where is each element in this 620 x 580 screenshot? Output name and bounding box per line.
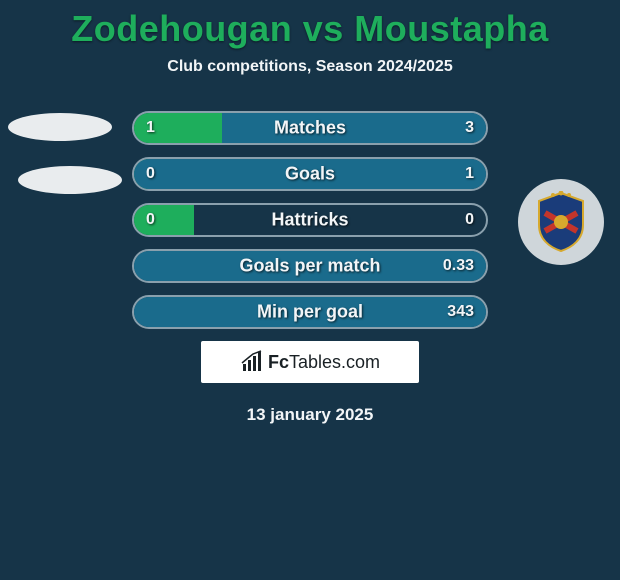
stat-row: 13Matches bbox=[132, 111, 488, 145]
player-right-name: Moustapha bbox=[354, 8, 549, 49]
stat-row: 01Goals bbox=[132, 157, 488, 191]
subtitle: Club competitions, Season 2024/2025 bbox=[0, 58, 620, 76]
stat-label: Hattricks bbox=[134, 210, 486, 231]
vs-separator: vs bbox=[303, 8, 344, 49]
shield-icon bbox=[533, 191, 589, 253]
logo-suffix: .com bbox=[341, 352, 380, 372]
stat-label: Goals bbox=[134, 164, 486, 185]
stats-area: 13Matches 01Goals 00Hattricks 0.33Goals per… bbox=[0, 111, 620, 329]
stat-row: 00Hattricks bbox=[132, 203, 488, 237]
logo-text: FcTables.com bbox=[268, 352, 380, 373]
right-club-badge bbox=[518, 179, 604, 265]
bar-chart-icon bbox=[240, 350, 264, 374]
fctables-logo[interactable]: FcTables.com bbox=[201, 341, 419, 383]
left-player-ellipse-1 bbox=[8, 113, 112, 141]
logo-main: Tables bbox=[289, 352, 341, 372]
stat-label: Matches bbox=[134, 118, 486, 139]
stat-row: 0.33Goals per match bbox=[132, 249, 488, 283]
stat-row: 343Min per goal bbox=[132, 295, 488, 329]
page-title: Zodehougan vs Moustapha bbox=[0, 8, 620, 50]
comparison-card: Zodehougan vs Moustapha Club competition… bbox=[0, 0, 620, 425]
player-left-name: Zodehougan bbox=[71, 8, 292, 49]
logo-prefix: Fc bbox=[268, 352, 289, 372]
date-line: 13 january 2025 bbox=[0, 405, 620, 425]
stat-label: Min per goal bbox=[134, 302, 486, 323]
stat-label: Goals per match bbox=[134, 256, 486, 277]
left-player-ellipse-2 bbox=[18, 166, 122, 194]
